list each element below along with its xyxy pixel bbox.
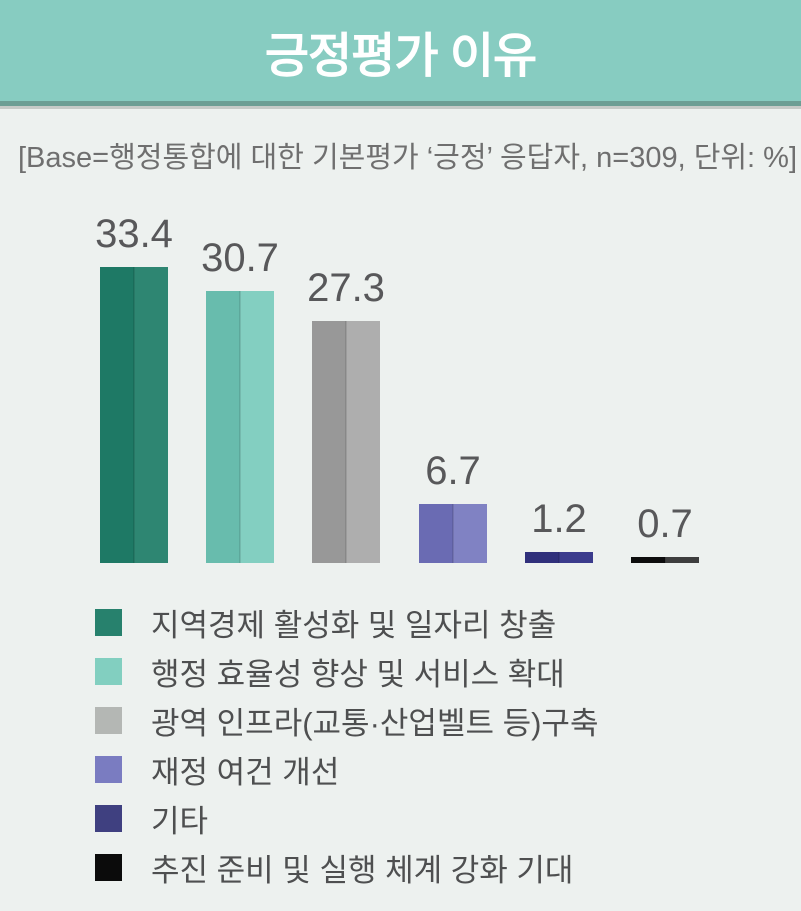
bar xyxy=(206,291,274,563)
legend-label: 지역경제 활성화 및 일자리 창출 xyxy=(151,607,557,643)
bar-half-divider xyxy=(452,504,455,563)
bar-value-label: 1.2 xyxy=(531,497,587,541)
bar xyxy=(100,267,168,563)
bar-half-divider xyxy=(239,291,242,563)
legend-item: 기타 xyxy=(95,801,208,839)
base-note: [Base=행정통합에 대한 기본평가 ‘긍정’ 응답자, n=309, 단위:… xyxy=(18,142,798,174)
page-title: 긍정평가 이유 xyxy=(264,29,537,83)
legend-label: 기타 xyxy=(151,803,209,839)
bar xyxy=(525,552,593,563)
bar-value-label: 30.7 xyxy=(201,236,279,280)
legend-item: 행정 효율성 향상 및 서비스 확대 xyxy=(95,654,565,692)
legend-item: 재정 여건 개선 xyxy=(95,752,339,790)
bar xyxy=(312,321,380,563)
bar-half-divider xyxy=(664,557,667,563)
header-banner: 긍정평가 이유 xyxy=(0,0,801,101)
legend-swatch xyxy=(95,608,122,636)
legend-item: 지역경제 활성화 및 일자리 창출 xyxy=(95,605,556,643)
legend-swatch xyxy=(95,804,122,832)
legend-item: 광역 인프라(교통·산업벨트 등)구축 xyxy=(95,703,598,741)
legend-label: 광역 인프라(교통·산업벨트 등)구축 xyxy=(151,705,599,741)
legend-swatch xyxy=(95,755,122,783)
legend-label: 행정 효율성 향상 및 서비스 확대 xyxy=(151,656,565,692)
header-divider-line xyxy=(0,106,801,109)
bar xyxy=(419,504,487,563)
legend-label: 재정 여건 개선 xyxy=(151,754,340,790)
bar-half-divider xyxy=(558,552,561,563)
bar-value-label: 27.3 xyxy=(307,266,385,310)
header-accent-strip xyxy=(0,101,801,106)
legend-swatch xyxy=(95,853,122,881)
legend-swatch xyxy=(95,657,122,685)
bar-value-label: 6.7 xyxy=(425,449,481,493)
bar-half-divider xyxy=(345,321,348,563)
legend-swatch xyxy=(95,706,122,734)
bar-value-label: 0.7 xyxy=(637,502,693,546)
legend-item: 추진 준비 및 실행 체계 강화 기대 xyxy=(95,850,573,888)
bar-value-label: 33.4 xyxy=(95,212,173,256)
legend-label: 추진 준비 및 실행 체계 강화 기대 xyxy=(151,852,574,888)
bar-half-divider xyxy=(133,267,136,563)
bar xyxy=(631,557,699,563)
